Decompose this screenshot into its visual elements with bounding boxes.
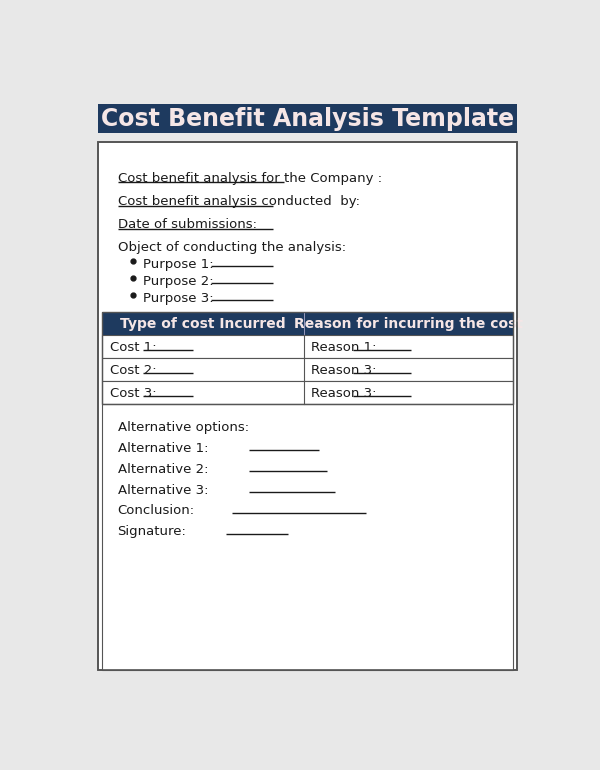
Text: Cost Benefit Analysis Template: Cost Benefit Analysis Template [101,107,514,132]
Text: Reason for incurring the cost: Reason for incurring the cost [294,317,523,331]
FancyBboxPatch shape [98,104,517,133]
Text: Conclusion:: Conclusion: [118,504,195,517]
Text: Purpose 1:: Purpose 1: [143,258,214,271]
FancyBboxPatch shape [102,381,513,404]
Text: Alternative 1:: Alternative 1: [118,442,208,455]
Text: Reason 1:: Reason 1: [311,341,377,354]
FancyBboxPatch shape [102,335,513,358]
Text: Cost benefit analysis for the Company :: Cost benefit analysis for the Company : [118,172,382,185]
Text: Reason 3:: Reason 3: [311,364,377,377]
Text: Alternative 3:: Alternative 3: [118,484,208,497]
Text: Cost benefit analysis conducted  by:: Cost benefit analysis conducted by: [118,195,359,208]
FancyBboxPatch shape [98,142,517,670]
Text: Alternative 2:: Alternative 2: [118,463,208,476]
Text: Type of cost Incurred: Type of cost Incurred [120,317,286,331]
Text: Purpose 3:: Purpose 3: [143,292,214,305]
FancyBboxPatch shape [102,312,513,335]
Text: Purpose 2:: Purpose 2: [143,275,214,288]
Text: Cost 2:: Cost 2: [110,364,157,377]
Text: Cost 3:: Cost 3: [110,387,157,400]
Text: Object of conducting the analysis:: Object of conducting the analysis: [118,241,346,254]
Text: Signature:: Signature: [118,525,187,538]
Text: Reason 3:: Reason 3: [311,387,377,400]
Text: Alternative options:: Alternative options: [118,421,249,434]
Text: Cost 1:: Cost 1: [110,341,157,354]
Text: Date of submissions:: Date of submissions: [118,218,257,231]
FancyBboxPatch shape [102,358,513,381]
FancyBboxPatch shape [102,404,513,670]
